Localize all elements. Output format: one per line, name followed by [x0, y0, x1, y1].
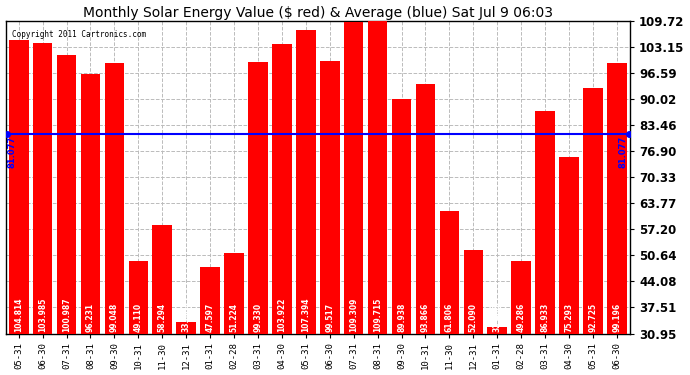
Text: 99.196: 99.196 — [613, 302, 622, 332]
Bar — [81, 74, 100, 333]
Bar — [152, 225, 172, 333]
Bar — [368, 21, 387, 333]
Text: 52.090: 52.090 — [469, 303, 477, 332]
Text: 51.224: 51.224 — [230, 303, 239, 332]
Text: 103.985: 103.985 — [38, 297, 47, 332]
Bar — [296, 30, 315, 333]
Bar — [128, 261, 148, 333]
Text: 81.077: 81.077 — [619, 136, 628, 168]
Bar — [583, 88, 603, 333]
Text: 61.806: 61.806 — [445, 302, 454, 332]
Bar — [607, 63, 627, 333]
Text: Copyright 2011 Cartronics.com: Copyright 2011 Cartronics.com — [12, 30, 146, 39]
Text: 89.938: 89.938 — [397, 302, 406, 332]
Title: Monthly Solar Energy Value ($ red) & Average (blue) Sat Jul 9 06:03: Monthly Solar Energy Value ($ red) & Ave… — [83, 6, 553, 20]
Text: 81.077: 81.077 — [8, 136, 17, 168]
Text: 100.987: 100.987 — [62, 297, 71, 332]
Text: 75.293: 75.293 — [564, 302, 573, 332]
Bar — [200, 267, 220, 333]
Text: 96.231: 96.231 — [86, 302, 95, 332]
Bar — [320, 61, 339, 333]
Text: 58.294: 58.294 — [158, 302, 167, 332]
Text: 99.517: 99.517 — [325, 302, 334, 332]
Bar — [464, 250, 483, 333]
Text: 33.910: 33.910 — [181, 302, 190, 332]
Bar — [105, 63, 124, 333]
Bar — [559, 158, 579, 333]
Text: 49.286: 49.286 — [517, 302, 526, 332]
Bar — [487, 327, 507, 333]
Bar — [415, 84, 435, 333]
Text: 109.309: 109.309 — [349, 297, 358, 332]
Bar — [57, 56, 77, 333]
Bar — [272, 44, 292, 333]
Text: 99.330: 99.330 — [253, 302, 262, 332]
Bar — [344, 22, 364, 333]
Bar — [440, 211, 460, 333]
Text: 92.725: 92.725 — [589, 302, 598, 332]
Bar — [535, 111, 555, 333]
Bar — [248, 62, 268, 333]
Text: 93.866: 93.866 — [421, 302, 430, 332]
Text: 104.814: 104.814 — [14, 297, 23, 332]
Text: 107.394: 107.394 — [302, 297, 310, 332]
Bar — [224, 253, 244, 333]
Text: 32.493: 32.493 — [493, 302, 502, 332]
Bar — [511, 261, 531, 333]
Text: 109.715: 109.715 — [373, 297, 382, 332]
Bar — [9, 40, 28, 333]
Text: 47.597: 47.597 — [206, 302, 215, 332]
Text: 103.922: 103.922 — [277, 297, 286, 332]
Bar — [33, 44, 52, 333]
Bar — [177, 322, 196, 333]
Text: 99.048: 99.048 — [110, 302, 119, 332]
Bar — [392, 99, 411, 333]
Text: 86.933: 86.933 — [540, 302, 550, 332]
Text: 49.110: 49.110 — [134, 302, 143, 332]
